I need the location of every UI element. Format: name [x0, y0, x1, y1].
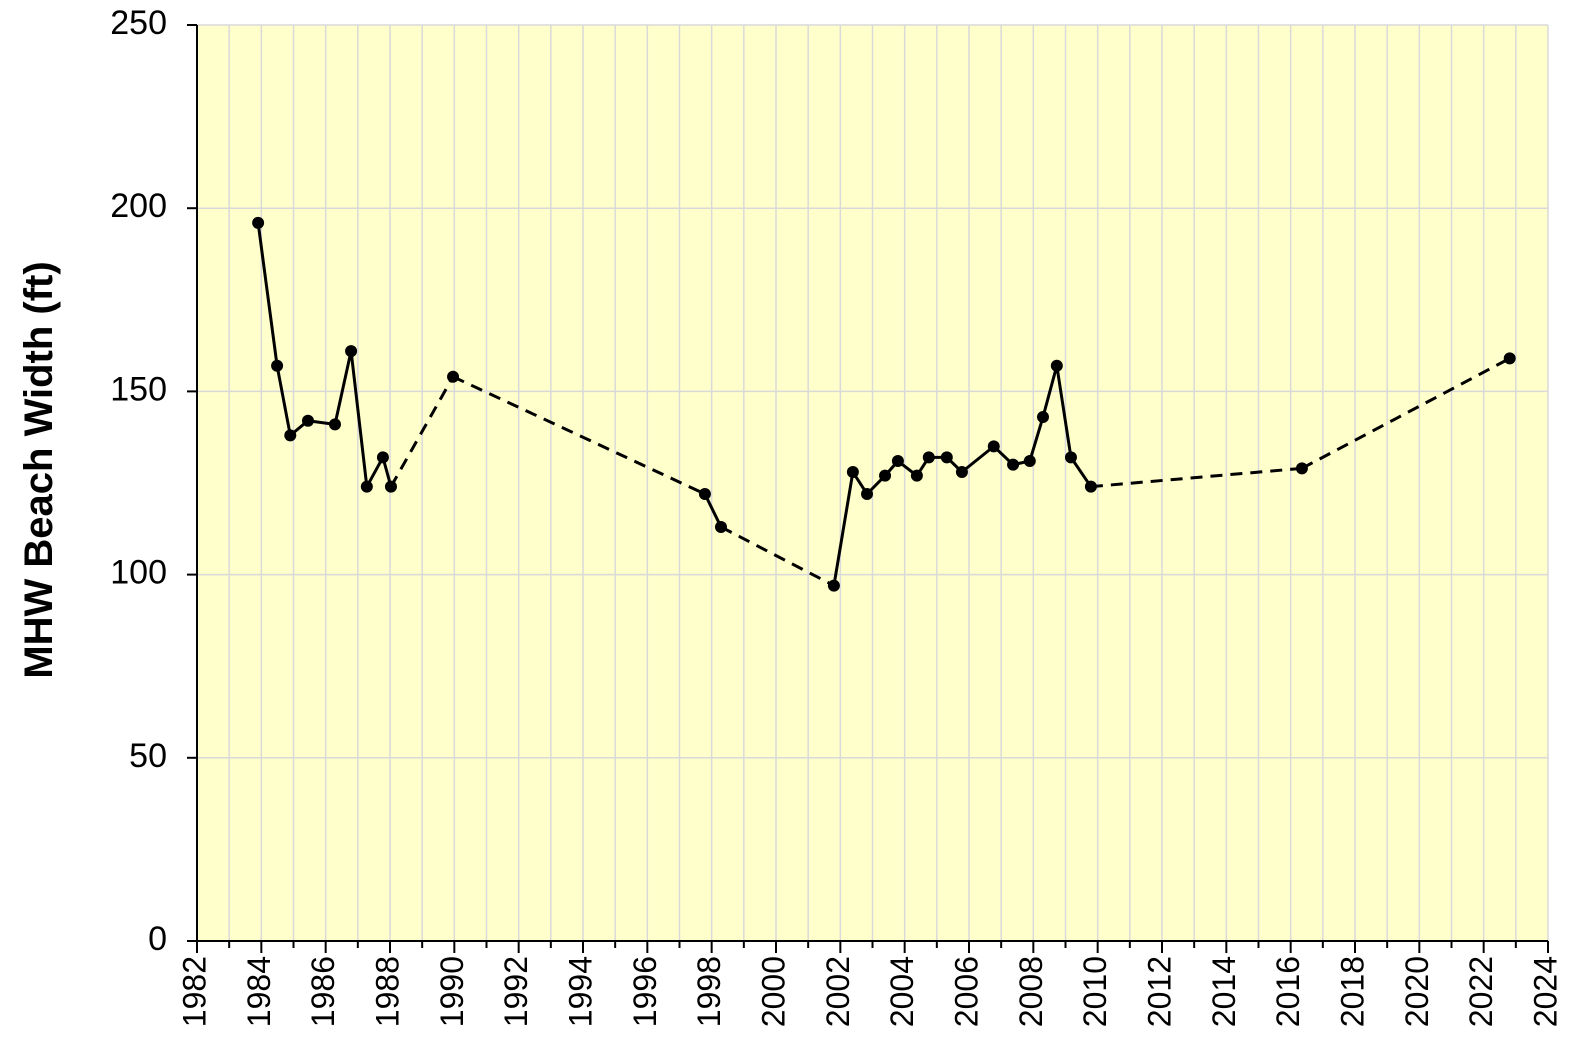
line-segment [832, 471, 855, 586]
x-tick-label: 2012 [1141, 956, 1177, 1027]
x-tick-label: 2010 [1077, 956, 1113, 1027]
line-segment [389, 376, 455, 488]
y-tick-label: 50 [129, 737, 167, 775]
data-point [345, 345, 358, 358]
x-tick-label: 2000 [755, 956, 791, 1027]
data-point [1064, 451, 1077, 464]
data-point [360, 480, 373, 493]
line-segment [703, 493, 723, 528]
x-tick-label: 1984 [241, 956, 277, 1027]
data-point [271, 359, 284, 372]
data-point [252, 216, 265, 229]
data-point [714, 520, 727, 533]
x-tick-label: 1992 [498, 956, 534, 1027]
data-point [328, 418, 341, 431]
x-tick-label: 2018 [1334, 956, 1370, 1027]
line-segment [720, 525, 835, 587]
data-point [891, 455, 904, 468]
y-tick-label: 250 [110, 4, 167, 42]
line-segment [256, 222, 279, 366]
line-segment [452, 375, 706, 496]
data-point [1295, 462, 1308, 475]
x-tick-label: 2006 [948, 956, 984, 1027]
line-segment [349, 350, 369, 487]
data-point [1036, 411, 1049, 424]
data-point [846, 466, 859, 479]
x-tick-label: 2002 [820, 956, 856, 1027]
x-tick-label: 1994 [562, 956, 598, 1027]
line-segment [960, 445, 995, 474]
data-point [284, 429, 297, 442]
data-point [879, 469, 892, 482]
x-tick-label: 1996 [627, 956, 663, 1027]
data-point [698, 487, 711, 500]
data-point [1503, 352, 1516, 365]
data-point [955, 466, 968, 479]
data-point [922, 451, 935, 464]
data-point [384, 480, 397, 493]
x-tick-label: 2020 [1399, 956, 1435, 1027]
data-point [827, 579, 840, 592]
y-tick-label: 0 [148, 920, 167, 958]
data-point [910, 469, 923, 482]
line-segment [1028, 416, 1045, 462]
line-segment [1041, 365, 1059, 418]
x-tick-label: 1988 [369, 956, 405, 1027]
data-point [376, 451, 389, 464]
data-point [447, 370, 460, 383]
data-point [1084, 480, 1097, 493]
y-tick-label: 150 [110, 370, 167, 408]
x-tick-label: 2024 [1527, 956, 1563, 1027]
line-segment [1090, 466, 1303, 489]
y-tick-label: 100 [110, 554, 167, 592]
data-point [987, 440, 1000, 453]
line-segment [1055, 365, 1073, 458]
x-tick-label: 1982 [176, 956, 212, 1027]
x-tick-label: 1986 [305, 956, 341, 1027]
data-point [940, 451, 953, 464]
y-axis-label: MHW Beach Width (ft) [17, 261, 61, 678]
line-segment [275, 365, 292, 436]
x-tick-label: 1998 [691, 956, 727, 1027]
y-tick-label: 200 [110, 187, 167, 225]
data-point [1007, 458, 1020, 471]
data-point [1023, 455, 1036, 468]
data-point [301, 414, 314, 427]
x-tick-label: 2008 [1013, 956, 1049, 1027]
data-point [1050, 359, 1063, 372]
x-tick-label: 2004 [884, 956, 920, 1027]
line-segment [333, 350, 353, 425]
x-tick-label: 2022 [1463, 956, 1499, 1027]
x-tick-label: 2014 [1206, 956, 1242, 1027]
x-tick-label: 2016 [1270, 956, 1306, 1027]
data-point [861, 487, 874, 500]
x-tick-label: 1990 [434, 956, 470, 1027]
